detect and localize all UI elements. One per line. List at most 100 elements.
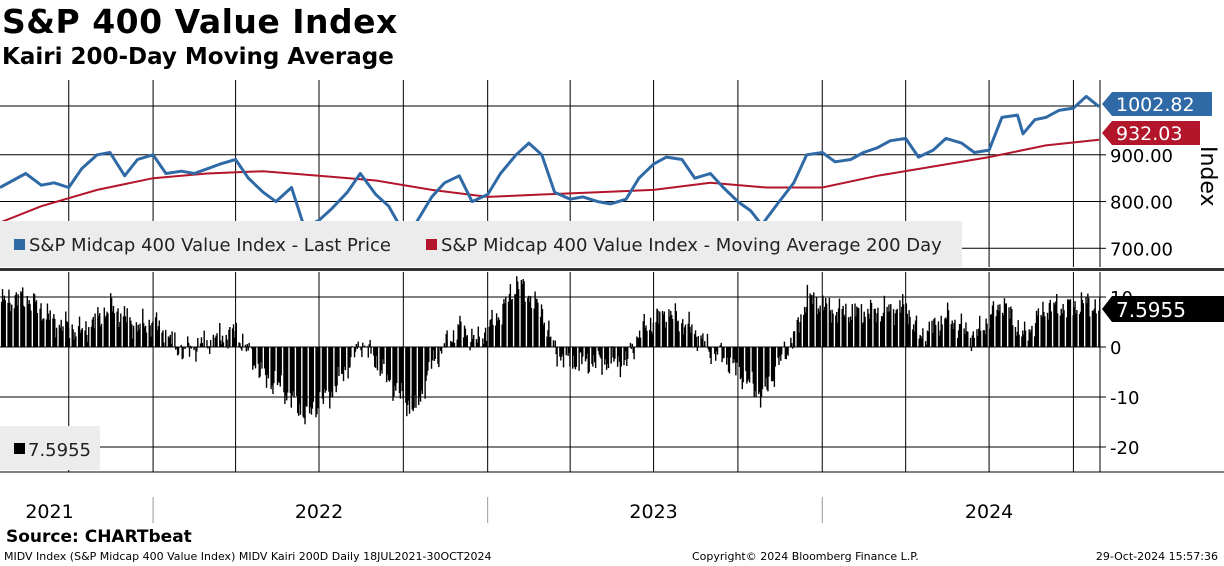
kairi-bar bbox=[986, 323, 988, 347]
kairi-bar bbox=[181, 347, 183, 360]
kairi-bar bbox=[867, 308, 869, 347]
kairi-bar bbox=[3, 295, 6, 347]
kairi-bar bbox=[161, 332, 163, 347]
kairi-bar bbox=[508, 294, 511, 347]
kairi-bar bbox=[73, 339, 75, 347]
kairi-bar bbox=[868, 313, 870, 347]
kairi-bar bbox=[265, 347, 268, 388]
kairi-bar bbox=[541, 309, 544, 347]
kairi-bar bbox=[297, 347, 299, 414]
kairi-bar bbox=[803, 314, 805, 347]
kairi-bar bbox=[338, 347, 340, 376]
kairi-bar bbox=[612, 347, 614, 358]
kairi-bar bbox=[959, 324, 962, 347]
kairi-bar bbox=[639, 337, 642, 347]
kairi-bar bbox=[1079, 311, 1082, 347]
kairi-bar bbox=[890, 304, 892, 347]
kairi-bar bbox=[228, 329, 230, 347]
kairi-bar bbox=[413, 347, 415, 408]
kairi-bar bbox=[299, 347, 302, 415]
kairi-bar bbox=[389, 347, 391, 380]
kairi-bar bbox=[251, 347, 253, 349]
kairi-bar bbox=[2, 299, 5, 347]
kairi-bar bbox=[881, 316, 884, 347]
kairi-bar bbox=[957, 330, 960, 347]
kairi-bar bbox=[66, 322, 69, 347]
kairi-bar bbox=[701, 338, 703, 347]
kairi-bar bbox=[53, 314, 55, 347]
kairi-bar bbox=[466, 335, 468, 347]
kairi-bar bbox=[626, 347, 628, 366]
kairi-bar bbox=[197, 338, 199, 347]
kairi-bar bbox=[913, 331, 916, 347]
kairi-bar bbox=[1046, 312, 1049, 347]
bottom-ytick-label: 0 bbox=[1110, 338, 1121, 359]
kairi-bar bbox=[944, 318, 946, 347]
kairi-bar bbox=[154, 317, 157, 347]
kairi-bar bbox=[819, 305, 821, 347]
kairi-bar bbox=[431, 347, 434, 361]
kairi-bar bbox=[220, 340, 222, 347]
kairi-bar bbox=[514, 294, 516, 347]
kairi-bar bbox=[304, 347, 306, 425]
kairi-bar bbox=[67, 327, 70, 347]
kairi-bar bbox=[517, 281, 519, 347]
kairi-bar bbox=[158, 320, 160, 347]
kairi-bar bbox=[1036, 315, 1039, 347]
kairi-bar bbox=[343, 347, 346, 367]
kairi-bar bbox=[772, 347, 775, 381]
kairi-bar bbox=[779, 347, 781, 357]
kairi-bar bbox=[1086, 303, 1088, 347]
kairi-bar bbox=[777, 347, 779, 358]
kairi-bar bbox=[495, 325, 497, 347]
kairi-bar bbox=[341, 347, 343, 374]
kairi-bar bbox=[694, 330, 697, 347]
kairi-bar bbox=[668, 309, 670, 347]
kairi-bar bbox=[605, 347, 607, 360]
kairi-bar bbox=[908, 310, 910, 347]
kairi-bar bbox=[283, 347, 285, 393]
kairi-bar bbox=[1011, 309, 1013, 347]
kairi-bar bbox=[722, 347, 724, 359]
kairi-bar bbox=[738, 347, 741, 367]
kairi-bar bbox=[451, 341, 454, 347]
kairi-bar bbox=[1002, 315, 1005, 347]
kairi-bar bbox=[20, 291, 22, 347]
kairi-bar bbox=[623, 347, 625, 366]
kairi-bar bbox=[401, 347, 403, 392]
kairi-bar bbox=[75, 336, 77, 347]
kairi-bar bbox=[521, 284, 523, 347]
bottom-ytick-label: -10 bbox=[1110, 388, 1139, 409]
kairi-bar bbox=[239, 343, 241, 347]
kairi-bar bbox=[118, 327, 120, 347]
kairi-bar bbox=[52, 318, 54, 347]
kairi-bar bbox=[766, 347, 768, 390]
kairi-bar bbox=[150, 336, 152, 347]
kairi-bar bbox=[900, 312, 902, 347]
kairi-bar bbox=[760, 347, 763, 397]
kairi-bar bbox=[914, 320, 917, 347]
kairi-bar bbox=[1067, 299, 1070, 347]
kairi-bar bbox=[175, 347, 177, 350]
kairi-bar bbox=[450, 340, 452, 347]
kairi-bar bbox=[971, 335, 974, 347]
kairi-bar bbox=[575, 347, 578, 367]
kairi-bar bbox=[592, 347, 594, 367]
kairi-bar bbox=[402, 347, 404, 399]
kairi-bar bbox=[863, 311, 865, 347]
top-ytick-label: 900.00 bbox=[1110, 146, 1173, 167]
kairi-bar bbox=[861, 323, 864, 347]
kairi-bar bbox=[379, 347, 381, 376]
kairi-bar bbox=[740, 347, 743, 378]
kairi-bar bbox=[953, 322, 955, 347]
kairi-bar bbox=[809, 293, 811, 347]
kairi-bar bbox=[276, 347, 279, 385]
kairi-bar bbox=[143, 327, 146, 347]
kairi-bar bbox=[242, 333, 244, 347]
kairi-bar bbox=[0, 301, 3, 347]
kairi-bar bbox=[46, 303, 49, 347]
kairi-bar bbox=[627, 347, 629, 359]
kairi-bar bbox=[780, 347, 782, 361]
kairi-bar bbox=[593, 347, 595, 356]
kairi-bar bbox=[501, 324, 503, 347]
